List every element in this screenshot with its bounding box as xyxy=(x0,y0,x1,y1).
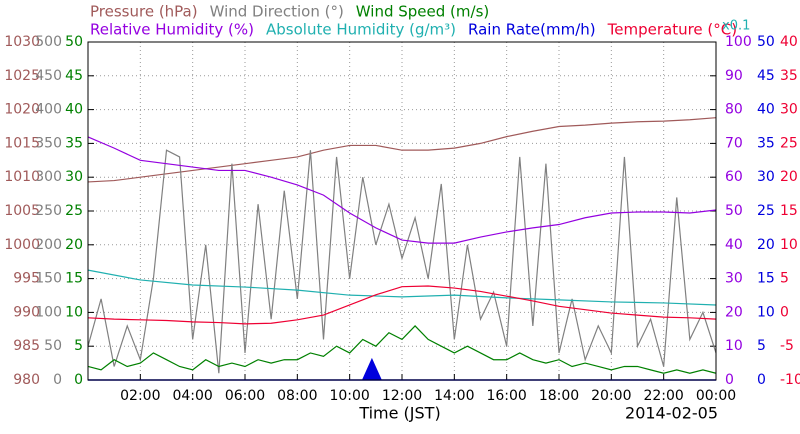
y-tick-label: 980 xyxy=(13,372,40,388)
x-tick-label: 22:00 xyxy=(643,388,683,404)
y-tick-label: 30 xyxy=(780,102,798,118)
legend-entry: Temperature (°C) xyxy=(607,21,737,39)
y-tick-label: 50 xyxy=(44,338,62,354)
series-line xyxy=(87,285,717,325)
y-tick-label: 15 xyxy=(757,271,775,287)
series-line xyxy=(87,149,717,374)
y-tick-label: 40 xyxy=(65,102,83,118)
series-line xyxy=(87,136,717,244)
y-tick-label: 50 xyxy=(65,34,83,50)
y-tick-label: 500 xyxy=(35,34,62,50)
x-tick-label: 08:00 xyxy=(277,388,317,404)
scale-note: x0.1 xyxy=(722,19,750,34)
y-tick-label: 5 xyxy=(757,338,766,354)
date-label: 2014-02-05 xyxy=(625,404,718,423)
y-tick-label: 10 xyxy=(780,237,798,253)
legend-entry: Rain Rate(mm/h) xyxy=(468,21,596,39)
y-tick-label: 40 xyxy=(780,34,798,50)
x-axis-title: Time (JST) xyxy=(358,404,440,423)
y-tick-label: 0 xyxy=(53,372,62,388)
y-tick-label: 60 xyxy=(725,169,743,185)
x-tick-label: 10:00 xyxy=(329,388,369,404)
legend-entry: Pressure (hPa) xyxy=(90,3,198,21)
y-tick-label: 990 xyxy=(13,304,40,320)
y-tick-label: 10 xyxy=(757,304,775,320)
y-tick-label: 20 xyxy=(65,237,83,253)
y-tick-label: 300 xyxy=(35,169,62,185)
y-tick-label: 1000 xyxy=(4,237,40,253)
legend-entry: Wind Speed (m/s) xyxy=(356,3,489,21)
y-tick-label: 40 xyxy=(725,237,743,253)
y-tick-label: -5 xyxy=(780,338,794,354)
y-tick-label: 0 xyxy=(780,304,789,320)
y-tick-label: -10 xyxy=(780,372,800,388)
y-tick-label: 10 xyxy=(65,304,83,320)
y-tick-label: 25 xyxy=(757,203,775,219)
y-tick-label: 25 xyxy=(780,135,798,151)
x-tick-label: 06:00 xyxy=(225,388,265,404)
y-tick-label: 0 xyxy=(757,372,766,388)
y-tick-label: 15 xyxy=(780,203,798,219)
y-tick-label: 20 xyxy=(780,169,798,185)
y-tick-label: 25 xyxy=(65,203,83,219)
y-tick-label: 1015 xyxy=(4,135,40,151)
x-tick-label: 02:00 xyxy=(120,388,160,404)
y-tick-label: 20 xyxy=(757,237,775,253)
y-tick-label: 20 xyxy=(725,304,743,320)
y-tick-label: 5 xyxy=(780,271,789,287)
y-tick-label: 30 xyxy=(725,271,743,287)
y-tick-label: 10 xyxy=(725,338,743,354)
y-tick-label: 35 xyxy=(780,68,798,84)
y-tick-label: 1020 xyxy=(4,102,40,118)
plot-frame xyxy=(87,41,717,381)
series-line xyxy=(87,325,717,374)
y-tick-label: 50 xyxy=(725,203,743,219)
y-tick-label: 150 xyxy=(35,271,62,287)
x-tick-label: 00:00 xyxy=(696,388,736,404)
y-tick-label: 35 xyxy=(65,135,83,151)
y-tick-label: 0 xyxy=(74,372,83,388)
x-tick-label: 14:00 xyxy=(434,388,474,404)
y-tick-label: 15 xyxy=(65,271,83,287)
y-tick-label: 30 xyxy=(65,169,83,185)
y-tick-label: 250 xyxy=(35,203,62,219)
y-tick-label: 450 xyxy=(35,68,62,84)
x-tick-label: 16:00 xyxy=(486,388,526,404)
y-tick-label: 1025 xyxy=(4,68,40,84)
y-tick-label: 1030 xyxy=(4,34,40,50)
series-line xyxy=(87,117,717,183)
y-tick-label: 350 xyxy=(35,135,62,151)
y-tick-label: 40 xyxy=(757,102,775,118)
y-tick-label: 985 xyxy=(13,338,40,354)
y-tick-label: 100 xyxy=(35,304,62,320)
x-tick-label: 20:00 xyxy=(591,388,631,404)
y-tick-label: 80 xyxy=(725,102,743,118)
y-tick-label: 5 xyxy=(74,338,83,354)
legend-entry: Relative Humidity (%) xyxy=(90,21,254,39)
y-tick-label: 1010 xyxy=(4,169,40,185)
legend-entry: Absolute Humidity (g/m³) xyxy=(266,21,456,39)
legend-entry: Wind Direction (°) xyxy=(210,3,344,21)
y-tick-label: 30 xyxy=(757,169,775,185)
y-tick-label: 45 xyxy=(757,68,775,84)
y-tick-label: 200 xyxy=(35,237,62,253)
y-tick-label: 35 xyxy=(757,135,775,151)
series-line xyxy=(87,269,717,306)
y-tick-label: 50 xyxy=(757,34,775,50)
y-tick-label: 0 xyxy=(725,372,734,388)
x-tick-label: 12:00 xyxy=(382,388,422,404)
y-tick-label: 400 xyxy=(35,102,62,118)
y-tick-label: 1005 xyxy=(4,203,40,219)
y-tick-label: 100 xyxy=(725,34,752,50)
x-tick-label: 18:00 xyxy=(539,388,579,404)
y-tick-label: 45 xyxy=(65,68,83,84)
y-tick-label: 90 xyxy=(725,68,743,84)
y-tick-label: 995 xyxy=(13,271,40,287)
y-tick-label: 70 xyxy=(725,135,743,151)
x-tick-label: 04:00 xyxy=(172,388,212,404)
